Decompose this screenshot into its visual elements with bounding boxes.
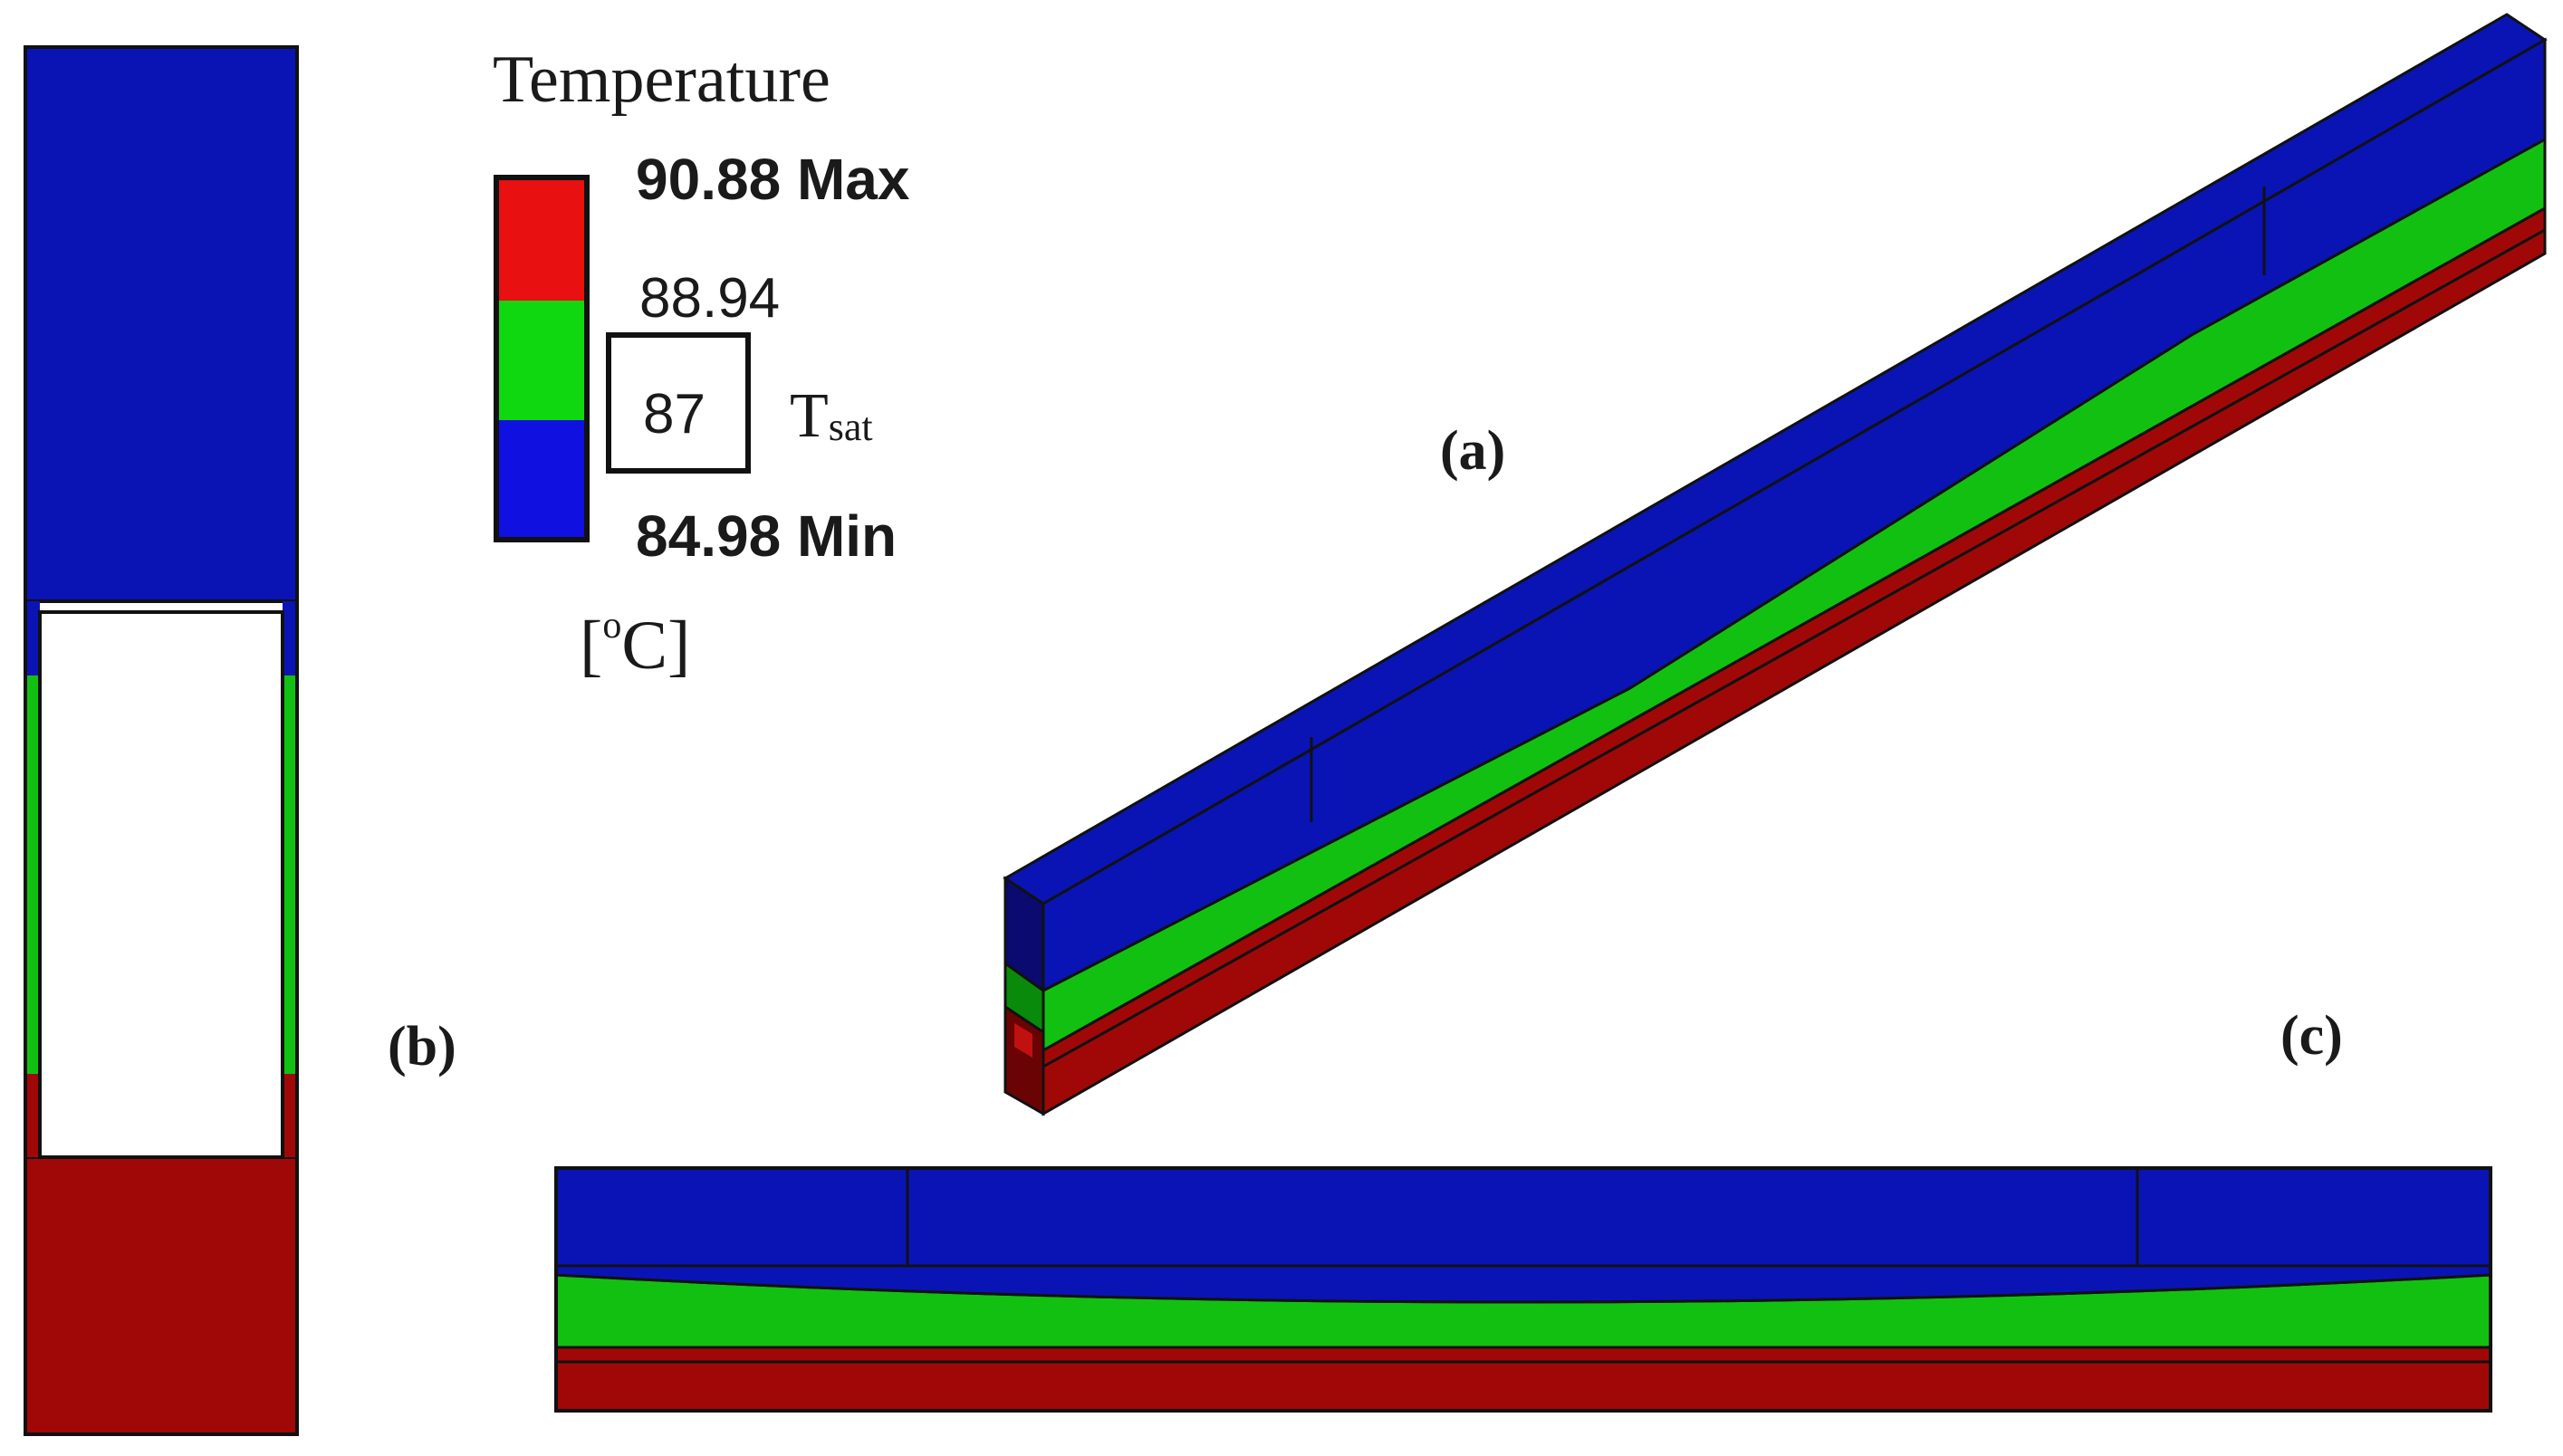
tsat-value-box [606,332,751,474]
view-b-label: (b) [388,1016,456,1078]
legend-swatch-mid [496,301,587,420]
legend-mid-value: 88.94 [639,267,780,330]
cross-section-hollow-core [38,610,284,1159]
beam-front-vapor-layer [1042,37,2547,993]
legend-swatch-high [496,177,587,301]
beam-top-face [1003,13,2548,905]
legend-colorbar-frame [494,175,590,542]
tsat-symbol: Tsat [790,381,873,451]
side-view-outline [554,1166,2492,1413]
beam-front-liquid-layer [1042,137,2547,1053]
cross-section-bottom-wall [24,1155,299,1436]
cross-section-right-wall-green [283,675,297,1074]
cross-section-left-wall-green [25,675,40,1074]
cross-section-outline [24,45,299,1436]
cross-section-right-wall-blue [283,601,297,675]
legend-max-label: 90.88 Max [636,147,910,212]
view-b-cross-section [24,45,299,1436]
view-a-label: (a) [1440,420,1505,482]
legend-unit: [oC] [580,605,690,684]
beam-front-wall-thin [1042,206,2547,1069]
legend-title: Temperature [493,43,830,117]
cross-section-left-wall-blue [25,601,40,675]
view-a-isometric-beam [1003,13,2548,1116]
beam-front-wall-layer [1042,227,2547,1116]
side-view-wall-thin [554,1346,2492,1364]
beam-end-inner-red [1014,1023,1032,1058]
legend-swatch-low [496,420,587,540]
tsat-value: 87 [643,383,706,445]
cross-section-left-wall-red [25,1074,40,1157]
temperature-legend: Temperature 90.88 Max 88.94 87 Tsat 84.9… [493,43,910,684]
legend-min-label: 84.98 Min [636,503,897,569]
cross-section-top-vapor [24,45,299,603]
view-c-label: (c) [2280,1005,2343,1067]
view-c-side-view [554,1166,2492,1413]
cross-section-right-wall-red [283,1074,297,1157]
side-view-vapor-layer [554,1166,2492,1304]
